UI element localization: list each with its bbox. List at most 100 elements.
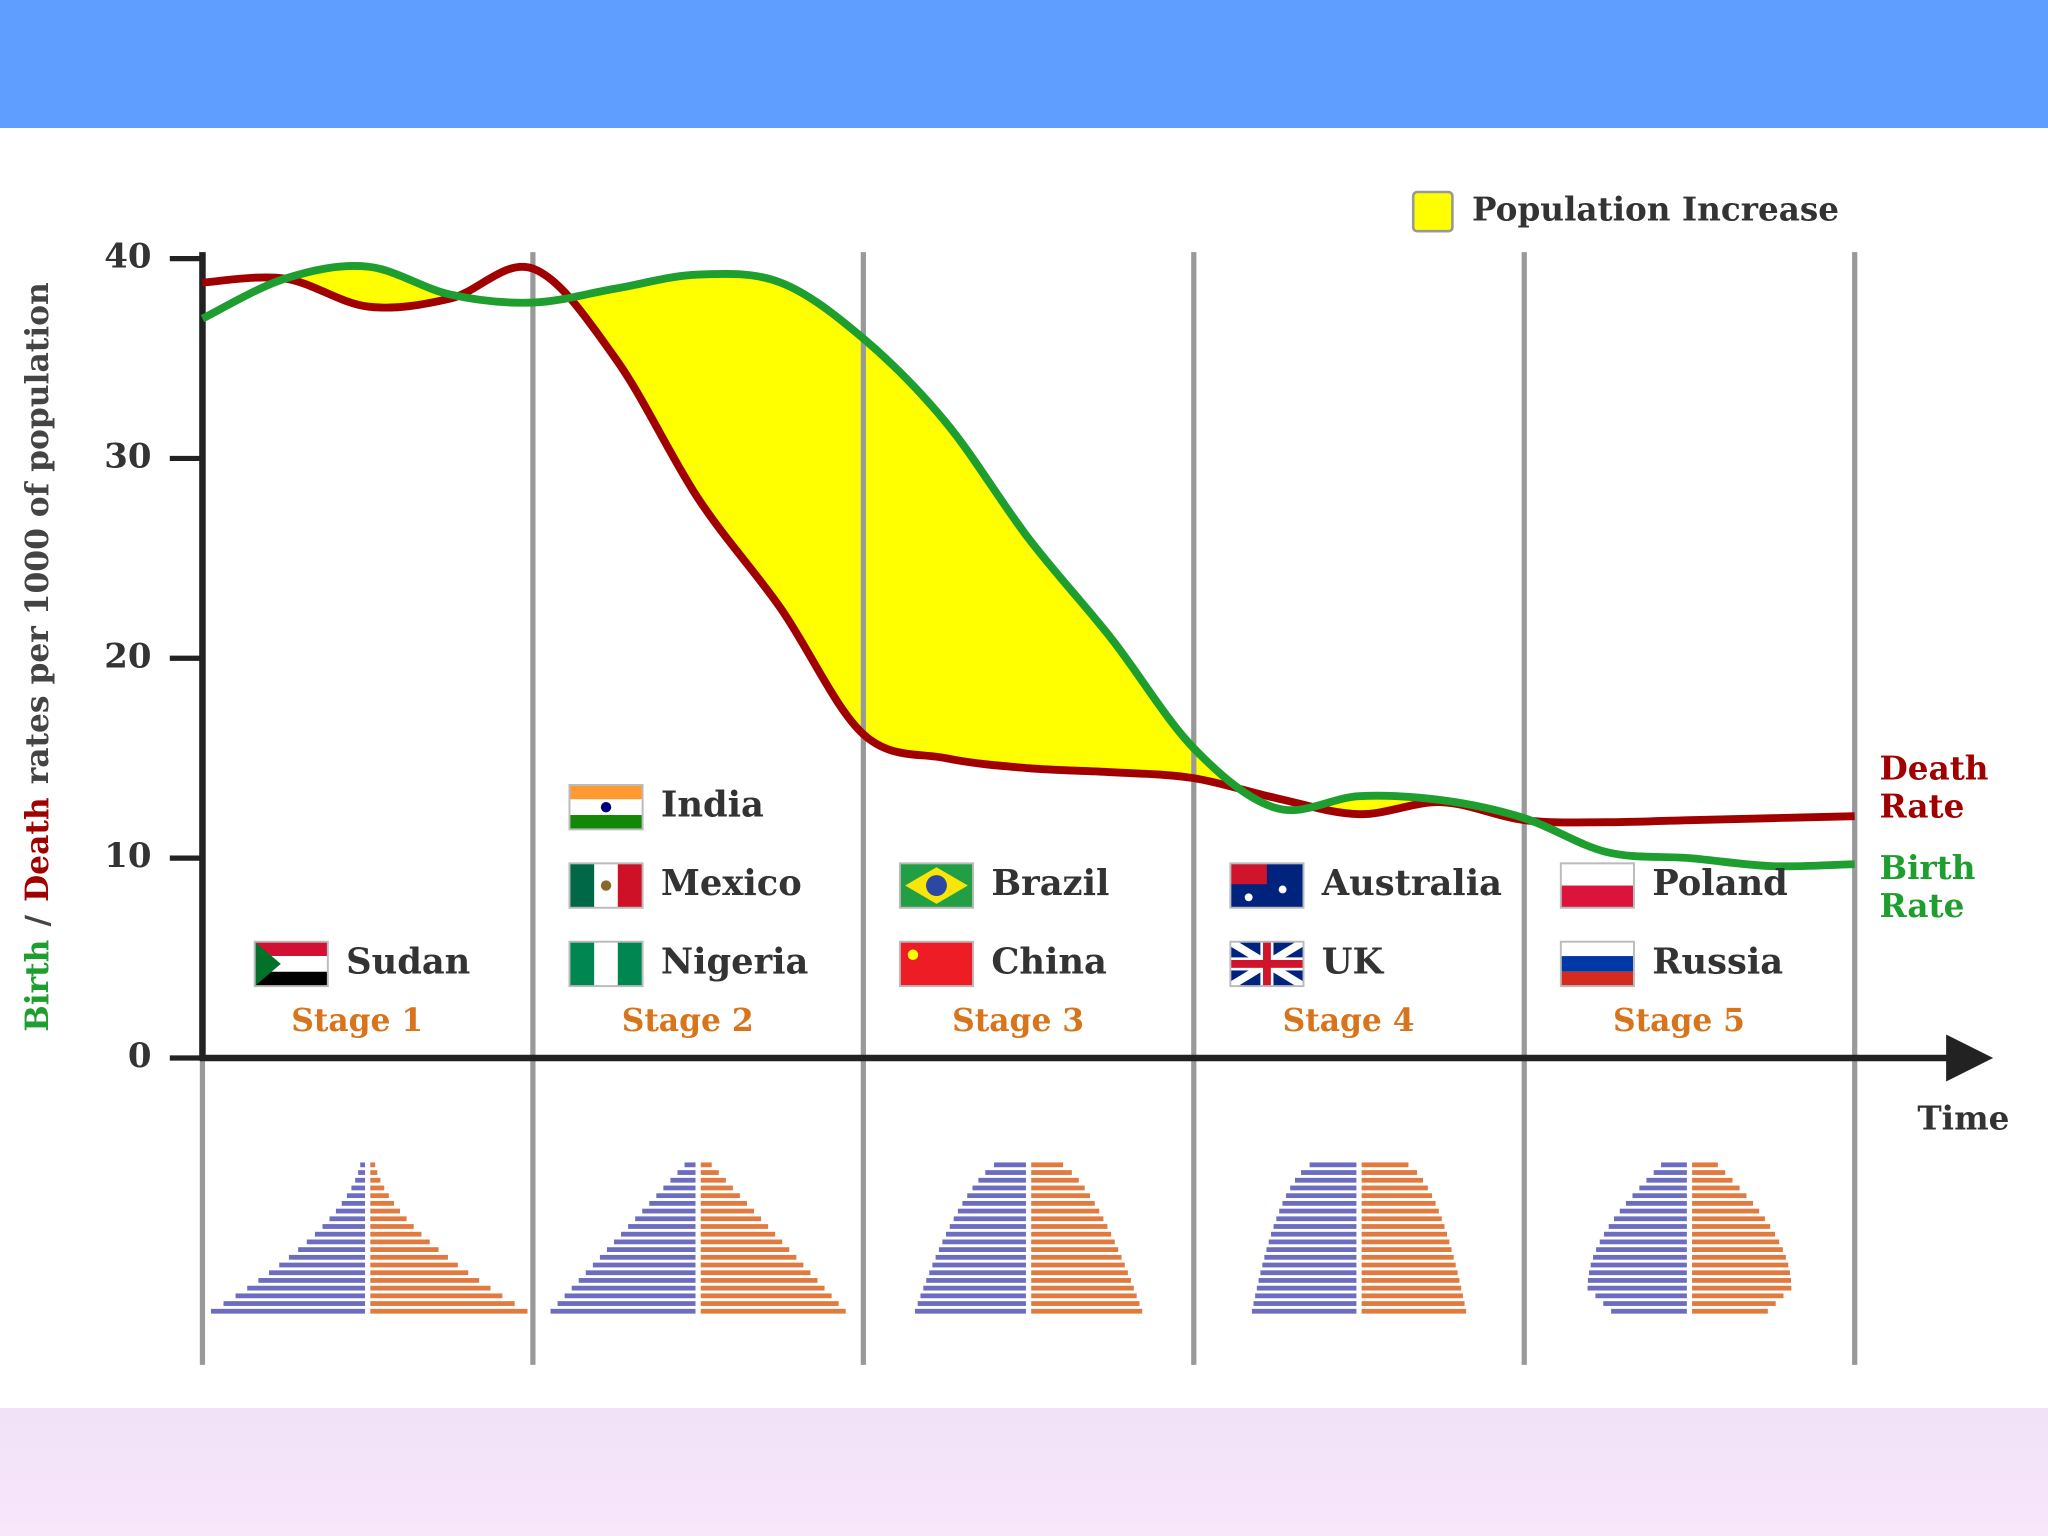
flag-border: [568, 784, 644, 831]
series-label: Birth Rate: [1880, 848, 1987, 925]
header-bar: [0, 0, 2048, 128]
pyramid-bar-left: [564, 1293, 696, 1299]
flag-part: [1560, 971, 1634, 987]
pyramid-bar-left: [314, 1231, 366, 1237]
pyramid-bar-right: [1361, 1254, 1454, 1260]
stage-group: Stage 5 Poland Russia: [1559, 862, 1788, 1039]
pyramid-bar-left: [1588, 1270, 1687, 1276]
pyramid-bar-right: [1692, 1262, 1789, 1268]
pyramid-bar-right: [700, 1231, 776, 1237]
pyramid-bar-right: [1031, 1208, 1100, 1214]
pyramid-bar-right: [370, 1170, 378, 1175]
population-pyramid: [1587, 1162, 1792, 1314]
flag-part: [254, 971, 328, 987]
pyramid-bar-right: [700, 1224, 769, 1229]
flag-part: [1560, 885, 1634, 908]
y-tick-label: 20: [104, 636, 151, 676]
country-label: Poland: [1652, 863, 1788, 904]
pyramid-bar-right: [700, 1200, 747, 1206]
pyramid-bar-left: [649, 1200, 696, 1206]
pyramid-bar-right: [1692, 1278, 1792, 1283]
y-axis-label: Birth / Death rates per 1000 of population: [20, 282, 56, 1032]
flag-border: [253, 940, 329, 988]
population-increase-area: [202, 265, 1855, 823]
pyramid-bar-left: [1255, 1293, 1357, 1299]
pyramid-bar-left: [235, 1293, 366, 1299]
stage-label: Stage 3: [952, 1003, 1084, 1039]
pyramid-bar-left: [335, 1208, 366, 1214]
pyramid-bar-left: [1639, 1185, 1687, 1191]
pyramid-bar-left: [1619, 1208, 1687, 1214]
pyramid-bar-right: [370, 1224, 414, 1229]
pyramid-bar-right: [1361, 1308, 1467, 1314]
flag-border: [1229, 940, 1305, 988]
pyramid-bar-left: [1646, 1177, 1687, 1183]
pyramid-bar-right: [1361, 1285, 1462, 1291]
pyramid-bar-left: [917, 1301, 1026, 1306]
pyramid-bar-right: [370, 1231, 422, 1237]
flag-part: [569, 815, 643, 830]
flag-part: [569, 941, 595, 987]
pyramid-bar-left: [247, 1285, 366, 1291]
pyramid-bar-left: [953, 1216, 1026, 1222]
pyramid-bar-right: [1361, 1247, 1452, 1252]
pyramid-bar-right: [370, 1185, 385, 1191]
pyramid-bar-left: [1593, 1254, 1687, 1260]
pyramid-bar-left: [298, 1247, 366, 1252]
pyramid-bar-right: [1692, 1185, 1740, 1191]
pyramid-bar-left: [578, 1278, 696, 1283]
pyramid-bar-left: [1603, 1301, 1687, 1306]
flag-part: [1230, 863, 1267, 885]
label-layer: 0 10 20 30 40 Death Rate Birth Rate Stage 1 Suda…: [104, 237, 2000, 1314]
flag-border: [1559, 940, 1635, 988]
x-axis-label: Time: [1917, 1099, 2009, 1138]
pyramid-bar-left: [1595, 1293, 1687, 1299]
pyramid-bar-left: [1295, 1177, 1357, 1183]
pyramid-bar-right: [370, 1216, 407, 1222]
country-label: Sudan: [346, 941, 470, 982]
pyramid-bar-right: [370, 1301, 515, 1306]
y-label-separator: /: [20, 915, 56, 927]
pyramid-bar-right: [1031, 1200, 1095, 1206]
pyramid-bar-left: [614, 1239, 696, 1245]
pyramid-bar-right: [1361, 1208, 1439, 1214]
flag-part: [1244, 893, 1253, 902]
pyramid-bar-left: [642, 1208, 696, 1214]
flag-border: [568, 940, 644, 988]
grid-layer: [169, 252, 1994, 1365]
pyramid-bar-right: [370, 1162, 376, 1168]
flag-part: [254, 941, 328, 957]
flag-border: [898, 940, 975, 988]
pyramid-bar-left: [914, 1308, 1026, 1314]
flag-part: [254, 941, 281, 987]
pyramid-bar-left: [1262, 1262, 1357, 1268]
pyramid-bar-left: [1587, 1278, 1687, 1283]
pyramid-bar-right: [1031, 1254, 1122, 1260]
pyramid-bar-left: [1625, 1200, 1687, 1206]
pyramid-bar-right: [370, 1278, 480, 1283]
pyramid-bar-right: [1361, 1162, 1409, 1168]
pyramid-bar-left: [1260, 1270, 1357, 1276]
pyramid-bar-right: [1031, 1216, 1104, 1222]
pyramid-bar-right: [1031, 1247, 1119, 1252]
pyramid-bar-left: [938, 1247, 1026, 1252]
pyramid-bar-left: [967, 1193, 1026, 1199]
pyramid-bar-left: [1661, 1162, 1687, 1168]
pyramid-bar-right: [1361, 1193, 1432, 1199]
y-label-rest: rates per 1000 of population: [20, 282, 56, 784]
pyramid-bar-right: [1031, 1262, 1125, 1268]
pyramid-bar-left: [599, 1254, 696, 1260]
legend-swatch: [1411, 190, 1454, 233]
pyramid-bar-right: [1692, 1170, 1726, 1175]
pyramid-bar-right: [1031, 1162, 1064, 1168]
pyramid-bar-left: [1590, 1262, 1687, 1268]
pyramid-bar-left: [656, 1193, 696, 1199]
pyramid-bar-right: [1031, 1301, 1140, 1306]
pyramid-bar-right: [1361, 1270, 1458, 1276]
pyramid-bar-right: [1361, 1301, 1465, 1306]
flag-border: [1559, 862, 1635, 909]
pyramid-bar-left: [1596, 1247, 1687, 1252]
pyramid-bar-left: [1632, 1193, 1687, 1199]
pyramid-bar-right: [1692, 1208, 1760, 1214]
pyramid-bar-right: [700, 1270, 811, 1276]
